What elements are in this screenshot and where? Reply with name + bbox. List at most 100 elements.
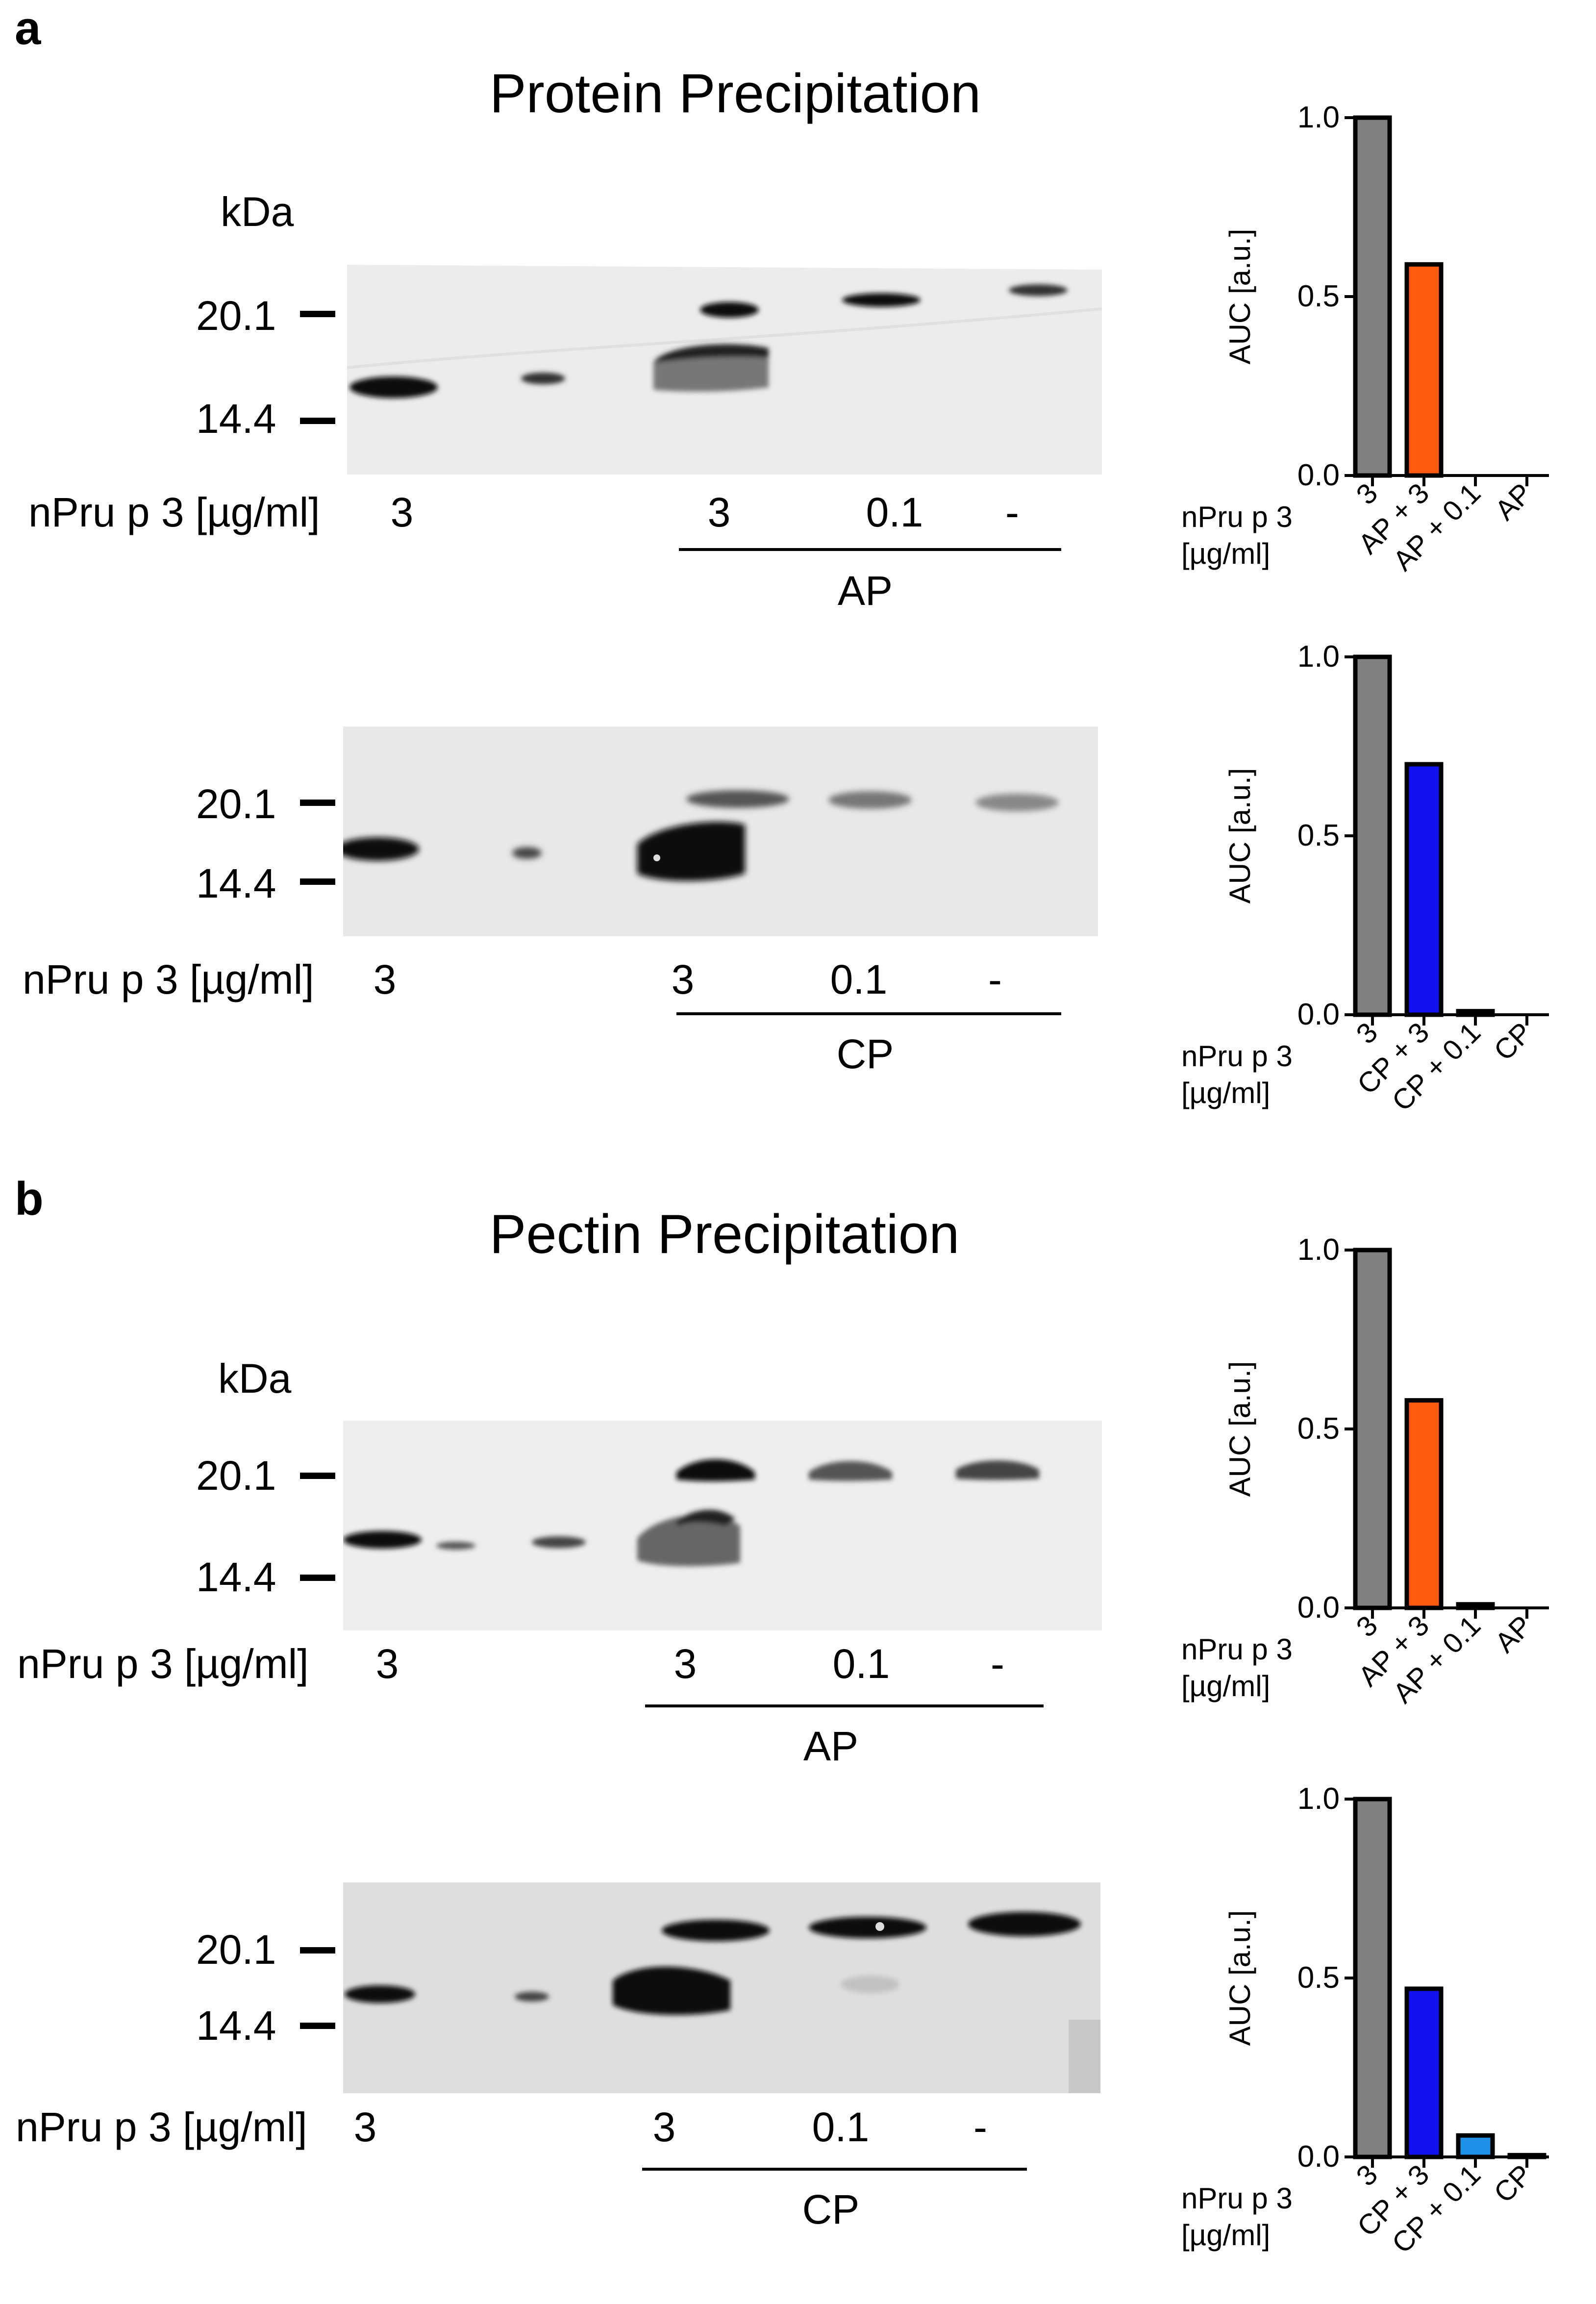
lane-label: 3 (353, 2104, 377, 2150)
y-tick-label: 1.0 (1297, 100, 1340, 134)
group-underline (645, 1704, 1044, 1707)
x-axis-label: nPru p 3 (1181, 2182, 1293, 2215)
y-tick-label: 1.0 (1297, 1782, 1340, 1816)
bar (1404, 1398, 1444, 1610)
blot-image (347, 265, 1102, 475)
x-tick-label: CP (1488, 1016, 1538, 1067)
y-tick-label: 0.0 (1297, 998, 1340, 1031)
lane-label: 3 (673, 1641, 697, 1687)
x-tick-label: 3 (1350, 477, 1384, 511)
y-tick-label: 0.0 (1297, 458, 1340, 492)
row-label-concentration: nPru p 3 [µg/ml] (17, 1641, 309, 1687)
x-tick-label: AP (1489, 477, 1539, 526)
y-axis-label: AUC [a.u.] (1223, 768, 1256, 904)
group-underline (679, 548, 1061, 551)
mw-marker-14-4: 14.4 (196, 860, 276, 906)
x-tick-label: 3 (1350, 2158, 1384, 2192)
y-tick-label: 0.5 (1297, 819, 1340, 852)
lane-label: - (1005, 489, 1019, 535)
mw-marker-14-4: 14.4 (196, 396, 276, 442)
blot-image (343, 726, 1098, 936)
mw-tick (300, 878, 335, 885)
y-tick-label: 0.5 (1297, 279, 1340, 313)
y-tick-label: 1.0 (1297, 1233, 1340, 1267)
x-axis-label-unit: [µg/ml] (1181, 2219, 1270, 2252)
mw-marker-20-1: 20.1 (196, 1453, 276, 1499)
lane-label: 0.1 (812, 2104, 870, 2150)
mw-tick (300, 1575, 335, 1581)
x-tick-label: 3 (1350, 1609, 1384, 1643)
row-label-concentration: nPru p 3 [µg/ml] (23, 956, 314, 1002)
lane-label: 3 (375, 1641, 399, 1687)
y-axis-label: AUC [a.u.] (1223, 229, 1256, 365)
row-label-concentration: nPru p 3 [µg/ml] (28, 489, 320, 535)
bar (1404, 762, 1444, 1017)
mw-tick (300, 1473, 335, 1479)
bar (1353, 654, 1392, 1017)
lane-label: 0.1 (866, 489, 923, 535)
x-axis-label-unit: [µg/ml] (1181, 537, 1270, 570)
mw-tick (300, 1947, 335, 1953)
mw-tick (300, 2023, 335, 2029)
group-label: AP (837, 568, 893, 614)
section-title-pectin: Pectin Precipitation (489, 1203, 960, 1265)
x-tick-label: 3 (1350, 1016, 1384, 1050)
group-underline (676, 1012, 1061, 1015)
x-axis-label-unit: [µg/ml] (1181, 1670, 1270, 1703)
panel-letter-b: b (15, 1173, 44, 1225)
mw-marker-20-1: 20.1 (196, 781, 276, 827)
y-axis-label: AUC [a.u.] (1223, 1910, 1256, 2046)
group-label: AP (803, 1723, 859, 1769)
y-tick-label: 0.5 (1297, 1961, 1340, 1995)
mw-tick (300, 418, 335, 424)
group-label: CP (836, 1031, 894, 1077)
lane-label: 3 (707, 489, 731, 535)
x-axis-label: nPru p 3 (1181, 1040, 1293, 1073)
bar (1404, 1986, 1444, 2159)
kda-label-a: kDa (221, 189, 294, 235)
mw-tick (300, 800, 335, 806)
mw-marker-20-1: 20.1 (196, 293, 276, 339)
y-tick-label: 0.0 (1297, 2140, 1340, 2174)
x-tick-label: AP (1489, 1609, 1539, 1659)
section-title-protein: Protein Precipitation (489, 63, 981, 124)
x-tick-label: CP (1488, 2158, 1538, 2209)
bar (1353, 1797, 1392, 2159)
lane-label: 3 (671, 956, 695, 1002)
lane-label: 0.1 (832, 1641, 890, 1687)
row-label-concentration: nPru p 3 [µg/ml] (16, 2104, 307, 2150)
kda-label-b: kDa (218, 1355, 292, 1402)
bar (1353, 1248, 1392, 1610)
y-tick-label: 1.0 (1297, 640, 1340, 674)
mw-marker-14-4: 14.4 (196, 1554, 276, 1600)
y-axis-label: AUC [a.u.] (1223, 1361, 1256, 1497)
mw-marker-20-1: 20.1 (196, 1927, 276, 1973)
group-underline (642, 2168, 1027, 2171)
x-axis-label-unit: [µg/ml] (1181, 1077, 1270, 1109)
bar (1456, 2133, 1495, 2159)
mw-tick (300, 311, 335, 317)
y-tick-label: 0.5 (1297, 1412, 1340, 1446)
lane-label: - (973, 2104, 987, 2150)
lane-label: 0.1 (830, 956, 888, 1002)
panel-letter-a: a (15, 2, 41, 54)
lane-label: 3 (390, 489, 414, 535)
blot-image (343, 1421, 1102, 1630)
bar (1404, 262, 1444, 478)
y-tick-label: 0.0 (1297, 1591, 1340, 1625)
mw-marker-14-4: 14.4 (196, 2003, 276, 2049)
x-axis-label: nPru p 3 (1181, 501, 1293, 533)
lane-label: - (988, 956, 1002, 1002)
lane-label: 3 (652, 2104, 676, 2150)
lane-label: - (991, 1641, 1004, 1687)
bar (1353, 115, 1392, 478)
x-axis-label: nPru p 3 (1181, 1633, 1293, 1666)
lane-label: 3 (373, 956, 397, 1002)
group-label: CP (802, 2186, 860, 2232)
blot-image (343, 1882, 1100, 2093)
